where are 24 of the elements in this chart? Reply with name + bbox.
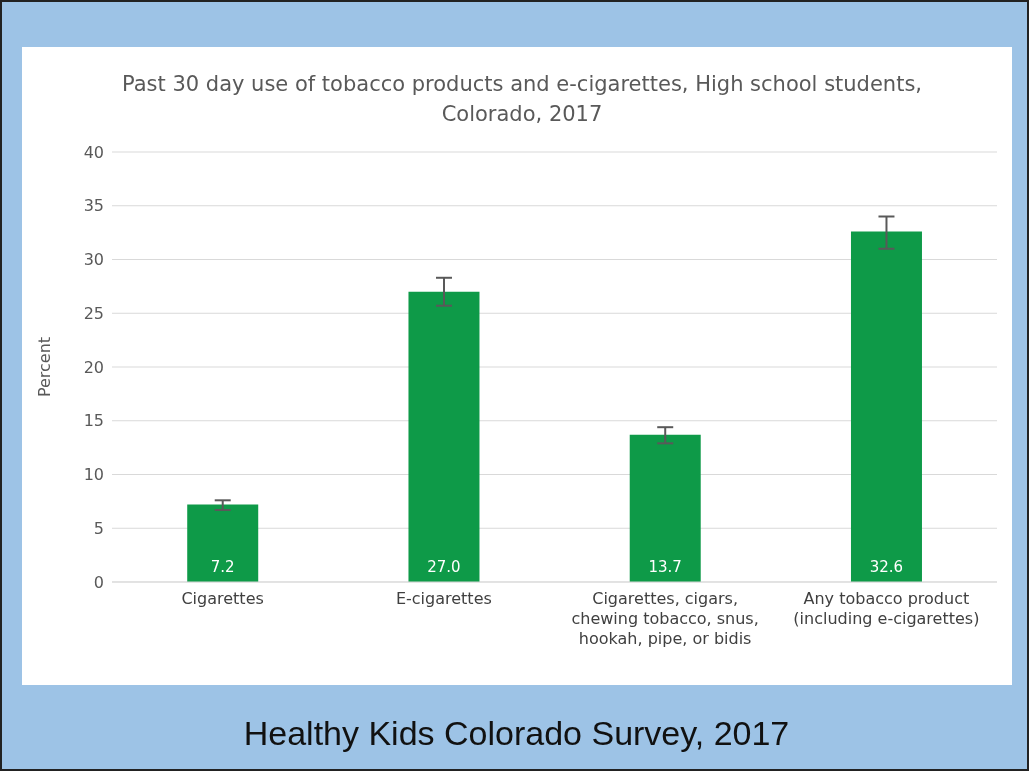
bar [850, 231, 922, 582]
y-tick-label: 30 [83, 250, 104, 270]
chart-title: Past 30 day use of tobacco products and e-cigarettes, High school students, Colorado, 2017 [120, 71, 924, 128]
y-tick-label: 10 [83, 465, 104, 485]
x-tick-label: Any tobacco product (including e-cigarettes) [793, 589, 980, 628]
y-tick-label: 0 [93, 572, 104, 592]
x-tick-label: Cigarettes [181, 589, 264, 608]
y-tick-label: 15 [83, 411, 104, 431]
y-tick-label: 35 [83, 196, 104, 216]
data-label: 32.6 [869, 558, 904, 576]
x-tick-label: Cigarettes, cigars, chewing tobacco, snus, hookah, pipe, or bidis [571, 589, 759, 648]
data-label: 27.0 [427, 558, 461, 576]
text: Healthy Kids Colorado Survey, 2017 [242, 714, 791, 753]
y-tick-label: 25 [83, 303, 104, 323]
data-label: 7.2 [210, 558, 235, 576]
y-axis-title: Percent [34, 336, 54, 398]
bar [408, 291, 480, 582]
data-label: 13.7 [648, 558, 682, 576]
y-tick-label: 20 [83, 357, 104, 377]
bar [629, 434, 701, 582]
bar [187, 504, 259, 582]
y-tick-label: 40 [83, 142, 104, 162]
y-tick-label: 5 [93, 518, 104, 538]
x-tick-label: E-cigarettes [395, 589, 492, 608]
